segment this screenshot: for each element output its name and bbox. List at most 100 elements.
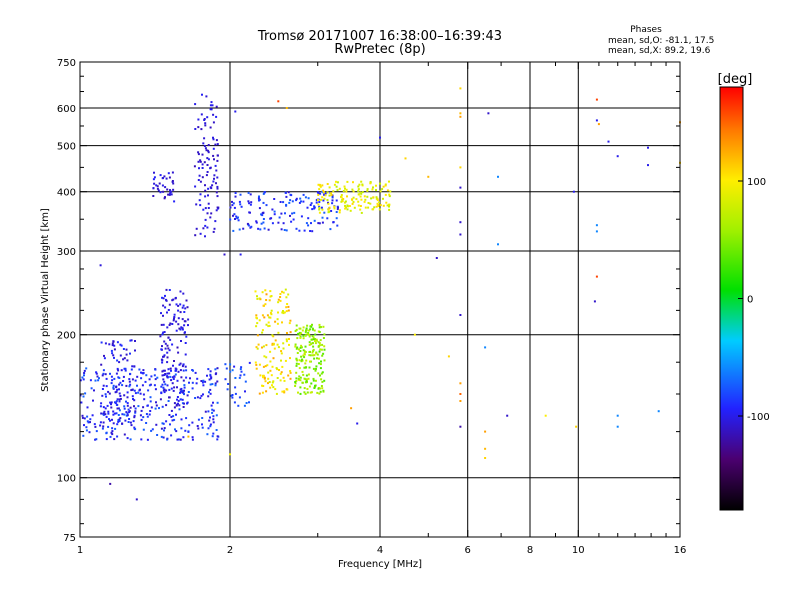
data-point [162, 422, 165, 425]
data-point [119, 397, 122, 400]
data-point [309, 360, 311, 363]
data-point [184, 307, 187, 310]
data-point [234, 377, 237, 379]
data-point [313, 387, 316, 389]
data-point [322, 325, 325, 328]
data-point [166, 351, 169, 354]
data-point [170, 190, 173, 193]
data-point [231, 394, 234, 396]
data-point [295, 347, 298, 350]
data-point [187, 318, 190, 321]
data-point [169, 423, 171, 426]
data-point [154, 388, 157, 391]
data-point [172, 182, 175, 185]
data-point [323, 333, 326, 336]
data-point [312, 336, 315, 339]
data-point [366, 188, 369, 191]
data-point [198, 167, 200, 170]
data-point [335, 199, 338, 202]
data-point [141, 372, 144, 375]
data-point [86, 420, 89, 423]
data-point [298, 229, 301, 232]
data-point [86, 406, 89, 409]
data-point [215, 139, 218, 142]
data-point [155, 401, 157, 404]
data-point [126, 404, 129, 407]
data-point [205, 95, 208, 98]
data-point [280, 352, 283, 355]
data-point [279, 379, 282, 382]
data-point [142, 393, 145, 396]
data-point [212, 409, 215, 412]
data-point [607, 140, 610, 143]
data-point [156, 376, 159, 379]
data-point [229, 370, 232, 373]
data-point [282, 222, 285, 225]
data-point [288, 322, 291, 325]
data-point [459, 186, 462, 189]
data-point [215, 105, 218, 108]
data-point [181, 318, 184, 321]
data-point [172, 188, 175, 191]
data-point [267, 228, 270, 231]
data-point [315, 338, 318, 341]
data-point [277, 100, 280, 103]
data-point [168, 414, 171, 416]
data-point [322, 189, 325, 192]
data-point [229, 218, 232, 221]
data-point [194, 103, 197, 106]
x-axis-label: Frequency [MHz] [338, 559, 422, 570]
data-point [263, 191, 266, 194]
data-point [298, 331, 301, 334]
data-point [319, 348, 322, 351]
data-point [357, 185, 360, 188]
data-point [323, 379, 326, 382]
data-point [459, 166, 462, 169]
data-point [261, 346, 263, 349]
data-point [322, 352, 325, 355]
data-point [204, 122, 207, 125]
data-point [212, 415, 215, 418]
data-point [212, 230, 215, 233]
data-point [179, 398, 182, 401]
data-point [262, 385, 265, 387]
data-point [173, 406, 176, 409]
data-point [146, 438, 149, 441]
data-point [173, 200, 176, 203]
data-point [215, 429, 218, 431]
data-point [108, 392, 111, 395]
data-point [233, 213, 236, 216]
data-point [321, 190, 324, 193]
data-point [145, 413, 148, 415]
data-point [189, 377, 191, 380]
data-point [321, 184, 324, 187]
data-point [302, 334, 305, 337]
data-point [115, 386, 118, 389]
data-point [384, 193, 387, 196]
data-point [154, 407, 157, 410]
data-point [120, 344, 123, 347]
data-point [282, 312, 285, 315]
data-point [129, 406, 132, 409]
data-point [319, 192, 322, 195]
data-point [321, 216, 324, 219]
data-point [191, 387, 194, 390]
data-point [171, 376, 174, 379]
data-point [310, 391, 313, 394]
data-point [308, 354, 311, 357]
data-point [281, 365, 284, 368]
data-point [119, 395, 122, 397]
data-point [169, 189, 171, 192]
data-point [267, 371, 270, 374]
data-point [647, 146, 649, 149]
data-point [130, 339, 133, 342]
data-point [459, 382, 462, 385]
data-point [133, 405, 135, 408]
data-point [124, 369, 127, 372]
data-point [130, 389, 133, 392]
data-point [172, 378, 175, 380]
data-point [269, 350, 272, 353]
data-point [310, 343, 313, 346]
data-point [316, 391, 319, 394]
data-point [301, 370, 304, 373]
